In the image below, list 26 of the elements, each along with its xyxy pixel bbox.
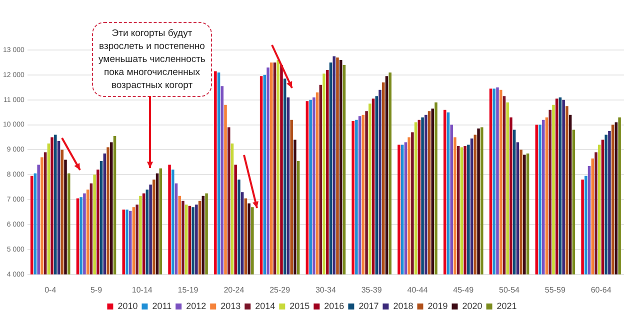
x-tick-label: 45-49 bbox=[453, 285, 474, 294]
legend-label: 2017 bbox=[358, 300, 379, 311]
x-tick-label: 10-14 bbox=[132, 285, 153, 294]
x-tick-label: 50-54 bbox=[499, 285, 520, 294]
legend-label: 2020 bbox=[462, 300, 482, 311]
x-tick-label: 40-44 bbox=[407, 285, 428, 294]
x-tick-label: 55-59 bbox=[544, 285, 566, 294]
x-tick-label: 30-34 bbox=[315, 285, 336, 294]
annotation: Эти когорты будут взрослеть и постепенно уменьшать численность пока многочисленных возрастных когорт bbox=[92, 22, 212, 97]
legend-label: 2010 bbox=[118, 300, 138, 311]
legend-label: 2015 bbox=[290, 300, 310, 311]
legend-label: 2018 bbox=[393, 300, 414, 311]
legend-label: 2021 bbox=[496, 300, 517, 311]
x-tick-label: 15-19 bbox=[178, 285, 199, 294]
x-tick-label: 35-39 bbox=[361, 285, 382, 294]
legend-label: 2014 bbox=[255, 300, 276, 311]
legend-label: 2016 bbox=[324, 300, 344, 311]
x-tick-label: 5-9 bbox=[90, 285, 103, 294]
legend-label: 2013 bbox=[220, 300, 241, 311]
x-tick-label: 0-4 bbox=[44, 285, 57, 294]
x-tick-label: 60-64 bbox=[590, 285, 612, 294]
legend-label: 2012 bbox=[186, 300, 206, 311]
legend-label: 2019 bbox=[428, 300, 448, 311]
legend-label: 2011 bbox=[152, 300, 172, 311]
x-tick-label: 25-29 bbox=[270, 285, 291, 294]
x-tick-label: 20-24 bbox=[224, 285, 245, 294]
